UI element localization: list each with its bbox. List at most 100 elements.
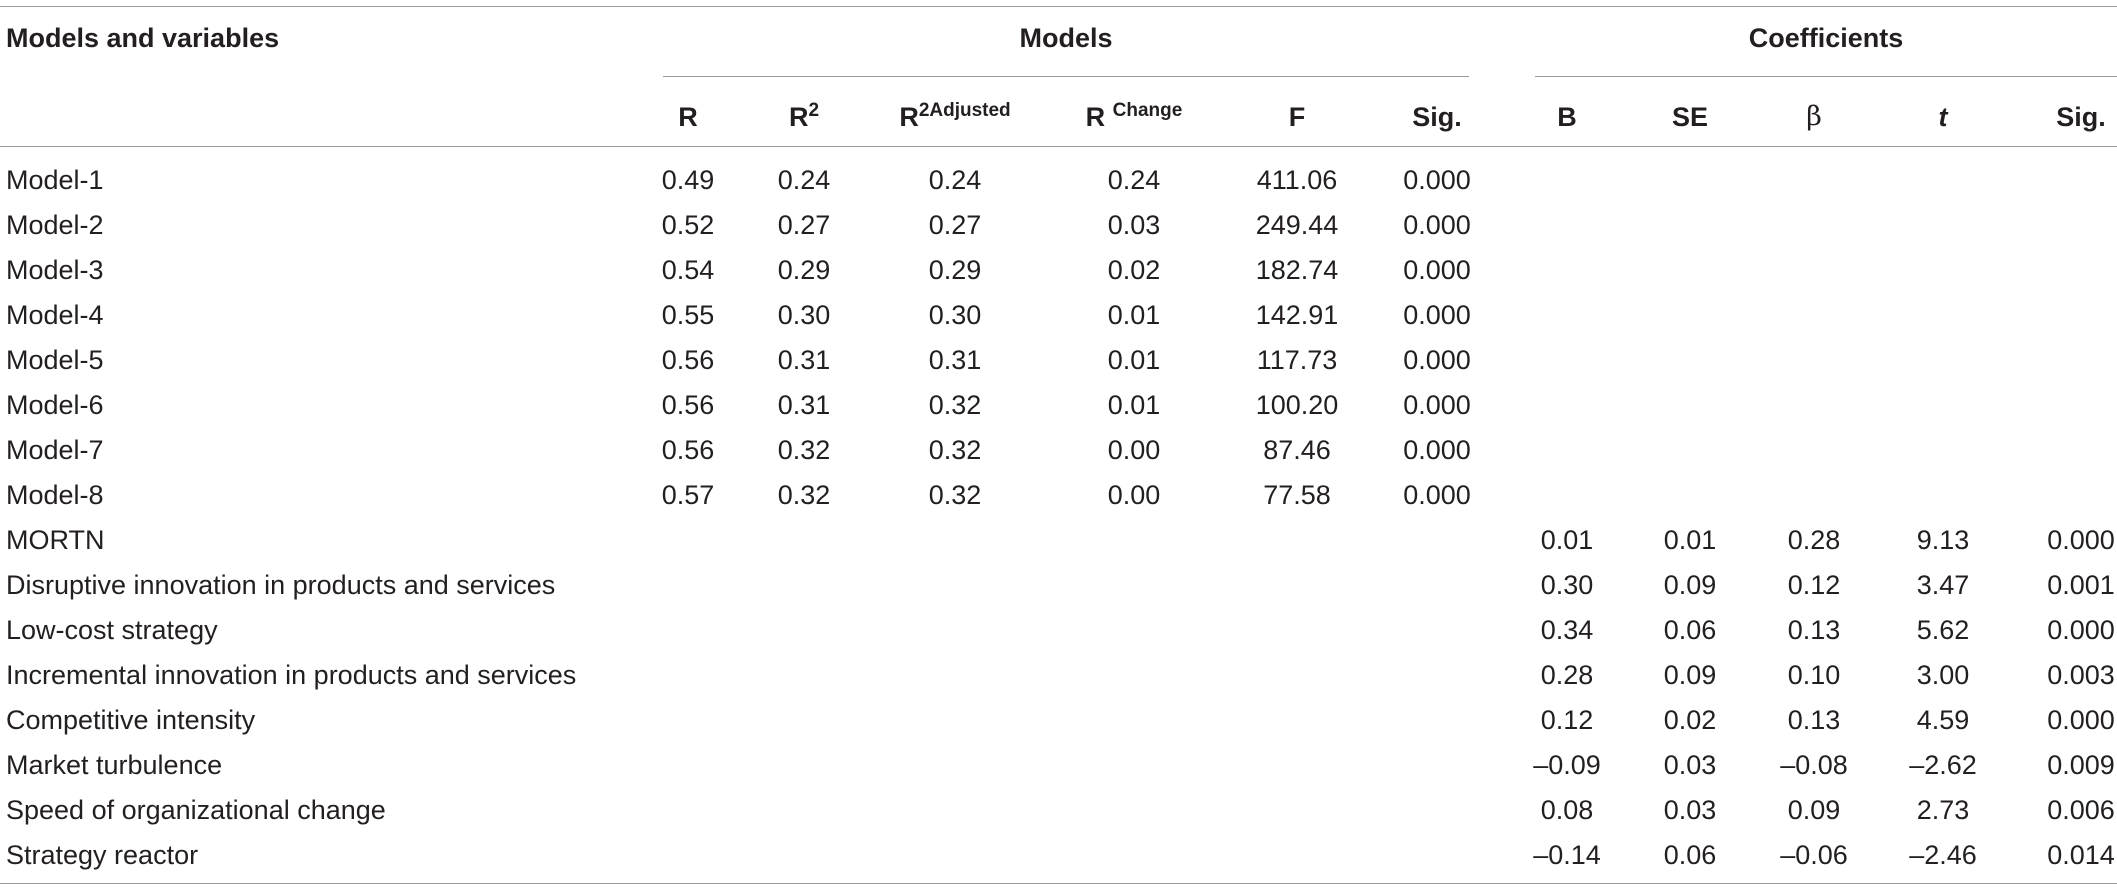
cell-b: 0.30 (1540, 570, 1594, 600)
cell-r-change: 0.03 (1107, 210, 1161, 240)
cell-se: 0.03 (1663, 795, 1717, 825)
cell-r2-adjusted: 0.27 (928, 210, 982, 240)
cell-sig: 0.003 (2047, 660, 2115, 690)
cell-r: 0.52 (661, 210, 715, 240)
cell-r2: 0.27 (777, 210, 831, 240)
coef-row-label: Speed of organizational change (6, 795, 386, 825)
cell-se: 0.01 (1663, 525, 1717, 555)
models-group-header: Models (1019, 23, 1113, 53)
cell-r2: 0.24 (777, 165, 831, 195)
cell-sig: 0.000 (1403, 435, 1471, 465)
cell-r: 0.55 (661, 300, 715, 330)
coef-row-label: Market turbulence (6, 750, 223, 780)
cell-f: 182.74 (1255, 255, 1339, 285)
cell-b: 0.01 (1540, 525, 1594, 555)
cell-beta: 0.13 (1787, 705, 1841, 735)
coef-row-label: Disruptive innovation in products and se… (6, 570, 556, 600)
model-row-label: Model-2 (6, 210, 104, 240)
cell-f: 142.91 (1255, 300, 1339, 330)
cell-r2: 0.32 (777, 480, 831, 510)
cell-f: 100.20 (1255, 390, 1339, 420)
cell-r2-adjusted: 0.30 (928, 300, 982, 330)
col-header-beta: β (1806, 101, 1822, 132)
cell-se: 0.06 (1663, 840, 1717, 870)
coef-row-label: Low-cost strategy (6, 615, 218, 645)
cell-t: 9.13 (1916, 525, 1970, 555)
cell-f: 87.46 (1263, 435, 1331, 465)
cell-r2: 0.31 (777, 390, 831, 420)
model-row-label: Model-1 (6, 165, 104, 195)
cell-r: 0.56 (661, 345, 715, 375)
header-bottom-rule (0, 146, 2117, 147)
model-row-label: Model-3 (6, 255, 104, 285)
cell-t: 3.47 (1916, 570, 1970, 600)
cell-se: 0.06 (1663, 615, 1717, 645)
cell-sig: 0.000 (2047, 615, 2115, 645)
model-row-label: Model-6 (6, 390, 104, 420)
cell-r-change: 0.00 (1107, 480, 1161, 510)
cell-sig: 0.001 (2047, 570, 2115, 600)
cell-sig: 0.000 (1403, 480, 1471, 510)
cell-f: 77.58 (1263, 480, 1331, 510)
cell-r: 0.56 (661, 390, 715, 420)
cell-r2: 0.30 (777, 300, 831, 330)
cell-r2-adjusted: 0.24 (928, 165, 982, 195)
cell-b: –0.14 (1533, 840, 1601, 870)
col-header-f: F (1288, 102, 1306, 132)
coef-row-label: Strategy reactor (6, 840, 199, 870)
models-group-rule (663, 76, 1469, 77)
cell-sig: 0.000 (1403, 300, 1471, 330)
model-row-label: Model-5 (6, 345, 104, 375)
cell-f: 117.73 (1256, 345, 1338, 375)
cell-r-change: 0.01 (1107, 345, 1161, 375)
cell-r: 0.49 (661, 165, 715, 195)
cell-r2-adjusted: 0.32 (928, 435, 982, 465)
model-row-label: Model-7 (6, 435, 104, 465)
cell-sig: 0.000 (2047, 525, 2115, 555)
cell-sig: 0.000 (1403, 165, 1471, 195)
cell-r-change: 0.01 (1107, 300, 1161, 330)
cell-beta: 0.12 (1787, 570, 1841, 600)
col-header-sig-coefficients: Sig. (2056, 102, 2106, 132)
cell-b: 0.28 (1540, 660, 1594, 690)
cell-t: –2.46 (1909, 840, 1977, 870)
col-header-t: t (1938, 102, 1948, 132)
col-header-r: R (678, 102, 698, 132)
cell-r2: 0.29 (777, 255, 831, 285)
col-header-b: B (1557, 102, 1577, 132)
stub-header: Models and variables (6, 23, 280, 53)
cell-r-change: 0.02 (1107, 255, 1161, 285)
cell-t: 3.00 (1916, 660, 1970, 690)
cell-r2-adjusted: 0.32 (928, 390, 982, 420)
cell-t: 5.62 (1916, 615, 1970, 645)
cell-t: –2.62 (1909, 750, 1977, 780)
table-top-rule (0, 6, 2117, 7)
cell-r2-adjusted: 0.31 (928, 345, 982, 375)
cell-se: 0.03 (1663, 750, 1717, 780)
cell-sig: 0.000 (1403, 210, 1471, 240)
model-row-label: Model-8 (6, 480, 104, 510)
cell-t: 2.73 (1916, 795, 1970, 825)
cell-r: 0.56 (661, 435, 715, 465)
cell-sig: 0.000 (1403, 345, 1471, 375)
cell-f: 249.44 (1255, 210, 1339, 240)
cell-b: 0.34 (1540, 615, 1594, 645)
col-header-r2-adjusted: R2Adjusted (899, 100, 1011, 132)
cell-f: 411.06 (1256, 165, 1338, 195)
cell-r2: 0.31 (777, 345, 831, 375)
cell-se: 0.09 (1663, 570, 1717, 600)
cell-b: 0.12 (1540, 705, 1594, 735)
coefficients-group-rule (1535, 76, 2117, 77)
col-header-sig-models: Sig. (1412, 102, 1462, 132)
cell-beta: 0.09 (1787, 795, 1841, 825)
cell-beta: 0.13 (1787, 615, 1841, 645)
col-header-r-change: R Change (1085, 100, 1183, 132)
table-bottom-rule (0, 883, 2117, 884)
cell-r2-adjusted: 0.32 (928, 480, 982, 510)
col-header-r2: R2 (788, 100, 820, 132)
model-row-label: Model-4 (6, 300, 104, 330)
cell-beta: 0.10 (1787, 660, 1841, 690)
cell-beta: –0.06 (1780, 840, 1848, 870)
cell-sig: 0.009 (2047, 750, 2115, 780)
cell-sig: 0.000 (1403, 255, 1471, 285)
